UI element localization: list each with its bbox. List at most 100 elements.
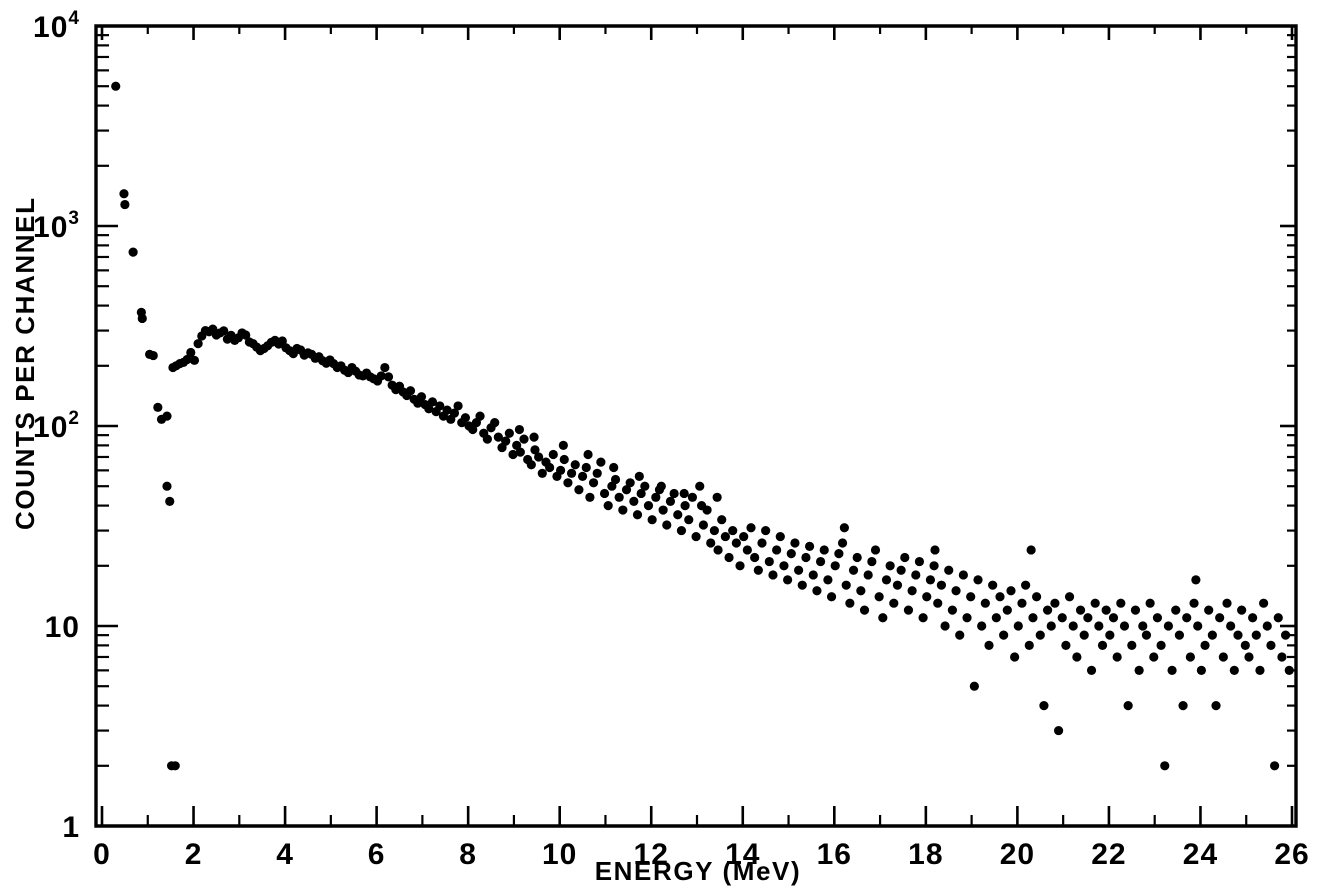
data-point <box>973 575 983 585</box>
data-point <box>162 411 172 421</box>
data-point <box>514 424 525 435</box>
y-axis-ticks <box>96 24 1296 828</box>
data-point <box>1010 652 1020 662</box>
data-point <box>775 531 785 542</box>
data-point <box>742 545 752 555</box>
data-point <box>592 468 602 478</box>
data-point <box>530 445 540 455</box>
data-point <box>1237 605 1247 615</box>
y-tick-exponent: 4 <box>68 8 80 29</box>
data-point <box>277 336 287 346</box>
data-point <box>1284 665 1294 675</box>
data-point <box>468 424 478 435</box>
data-point <box>424 404 434 414</box>
x-tick-label: 26 <box>1274 838 1309 871</box>
data-point <box>482 434 492 444</box>
data-point <box>1013 621 1023 631</box>
data-point <box>588 478 599 488</box>
data-point <box>512 440 522 450</box>
data-point <box>632 510 643 520</box>
x-tick-label: 18 <box>908 838 943 871</box>
data-point <box>691 531 701 542</box>
data-point <box>878 613 888 623</box>
data-point <box>1152 613 1163 623</box>
data-point <box>881 575 892 585</box>
data-point <box>1266 640 1276 650</box>
data-point <box>852 552 862 563</box>
data-point <box>1108 613 1119 623</box>
data-point <box>1149 652 1159 662</box>
x-tick-label: 2 <box>185 838 203 871</box>
data-point <box>1068 621 1078 631</box>
data-point <box>1138 621 1148 631</box>
data-point <box>453 401 463 411</box>
data-point <box>182 354 192 365</box>
data-point <box>951 586 961 596</box>
data-point <box>841 580 851 590</box>
data-point <box>599 488 610 499</box>
data-point <box>170 761 180 771</box>
data-point <box>834 549 844 559</box>
data-point <box>1273 613 1283 623</box>
data-point <box>735 561 745 571</box>
data-point <box>1035 630 1045 640</box>
y-tick-exponent: 2 <box>68 408 80 429</box>
data-point <box>1171 605 1181 615</box>
data-point <box>186 347 196 358</box>
y-tick-label: 102 <box>33 408 80 444</box>
data-point <box>1061 640 1071 650</box>
data-point <box>1262 621 1272 631</box>
data-point <box>783 575 793 585</box>
data-point <box>1112 652 1122 662</box>
data-point <box>750 552 760 563</box>
data-point <box>120 199 130 210</box>
data-point <box>529 432 539 442</box>
data-point <box>1064 592 1075 602</box>
data-point <box>449 408 460 418</box>
data-point <box>111 81 121 91</box>
data-point <box>911 570 921 580</box>
data-point <box>991 613 1001 623</box>
data-point <box>610 474 621 485</box>
data-point <box>1123 700 1133 711</box>
data-point <box>1178 700 1188 711</box>
data-point <box>1191 575 1201 585</box>
data-point <box>1218 652 1228 662</box>
data-point <box>585 492 595 502</box>
data-point <box>427 397 438 407</box>
plot-frame <box>94 24 1298 828</box>
x-tick-label: 10 <box>542 838 577 871</box>
data-point <box>596 457 606 467</box>
data-point <box>1215 613 1225 623</box>
data-point <box>1277 652 1287 662</box>
data-point <box>634 471 644 481</box>
data-point <box>583 449 593 460</box>
data-point <box>980 598 990 608</box>
data-point <box>724 552 734 563</box>
data-point <box>801 552 811 563</box>
data-point <box>830 561 840 571</box>
data-point <box>435 401 445 411</box>
data-point <box>563 478 573 488</box>
data-point <box>618 505 628 515</box>
data-point <box>1017 598 1027 608</box>
data-point <box>493 432 503 442</box>
data-point <box>1026 545 1036 555</box>
data-point <box>892 580 903 590</box>
data-point <box>845 598 855 608</box>
data-point <box>640 481 650 491</box>
data-point <box>790 538 800 548</box>
data-point <box>1094 621 1104 631</box>
data-point <box>995 592 1005 602</box>
data-point <box>153 402 163 412</box>
data-point <box>1211 700 1221 711</box>
data-point <box>826 592 837 602</box>
data-point <box>761 525 771 536</box>
data-point <box>929 561 939 571</box>
data-point <box>577 471 588 481</box>
data-point <box>815 556 826 567</box>
data-point <box>1163 621 1174 631</box>
data-point <box>1141 630 1152 640</box>
data-point <box>574 485 584 495</box>
data-point <box>1028 613 1038 623</box>
